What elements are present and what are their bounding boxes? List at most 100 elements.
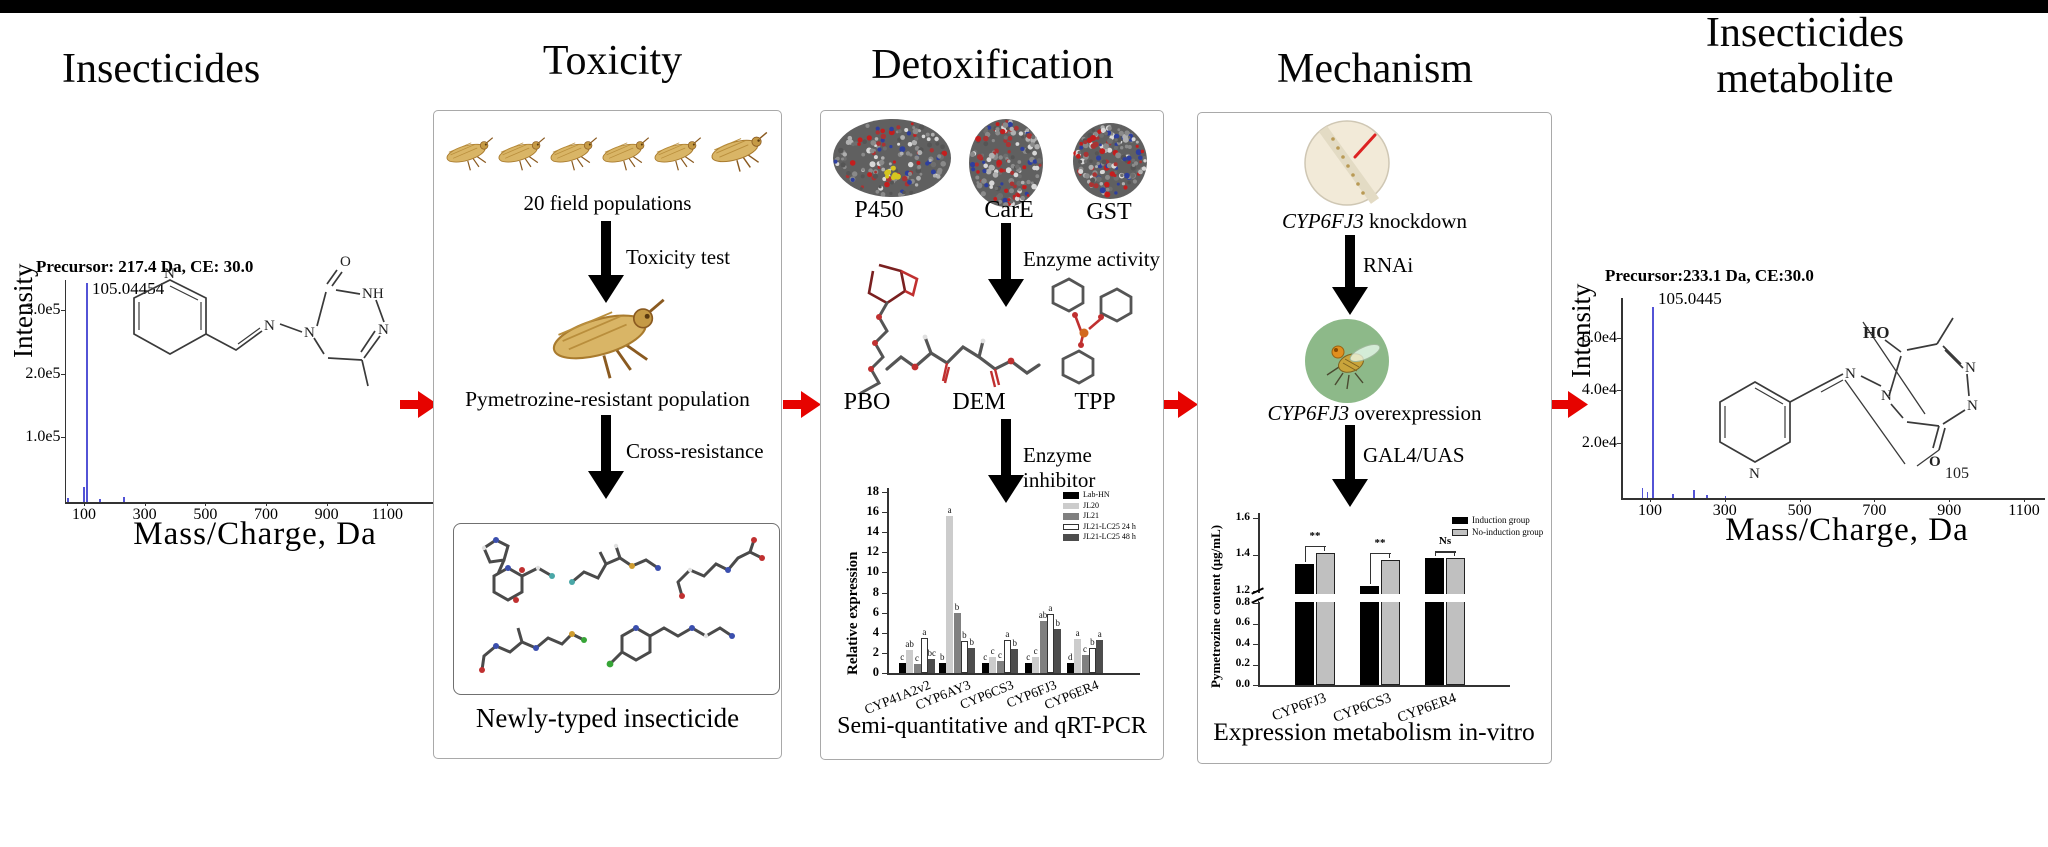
title-line1: Insecticides [1705, 10, 1905, 56]
bar-Lab-HN [938, 662, 946, 673]
y-tick [882, 572, 887, 574]
bar-Induction group [1425, 558, 1444, 685]
bar-JL21 [913, 663, 921, 673]
bar-JL21 [953, 612, 961, 673]
overexpression-caption: CYP6FJ3 overexpression [1198, 401, 1551, 426]
y-tick-label: 10 [866, 564, 880, 579]
significance-letter: c [1033, 645, 1038, 656]
x-tick [205, 502, 207, 506]
y-tick [1617, 390, 1621, 391]
atom-label: O [340, 254, 351, 270]
down-arrow [988, 419, 1024, 503]
planthopper-icon [548, 137, 598, 171]
atom-label: N [378, 322, 389, 338]
significance-letter: b [969, 636, 975, 647]
x-tick-label: 900 [1937, 502, 1962, 519]
x-tick [2024, 498, 2025, 502]
flow-arrow-3 [1160, 391, 1198, 418]
spectrum-peak [1651, 307, 1654, 498]
legend-label: Induction group [1472, 515, 1530, 525]
spectrum-peak [83, 486, 85, 502]
toxicity-test-label: Toxicity test [626, 245, 731, 269]
y-tick-label: 0.2 [1235, 657, 1250, 669]
left-spectrum-x-axis-title: Mass/Charge, Da [133, 516, 377, 552]
legend-swatch [1063, 534, 1079, 541]
p450-label: P450 [854, 197, 904, 223]
significance-letter: b [1055, 617, 1061, 628]
atom-label: N [164, 266, 175, 282]
bracket-leg [1369, 553, 1371, 584]
atom-label: O [1929, 454, 1941, 470]
bar-JL21-LC25 24 h [920, 637, 928, 673]
bar-JL21-LC25 48 h [968, 647, 976, 673]
qrtpcr-caption: Semi-quantitative and qRT-PCR [837, 713, 1147, 739]
x-axis [1621, 498, 2045, 500]
y-tick [882, 512, 887, 514]
y-tick-label: 1.4 [1235, 547, 1250, 560]
y-tick [1253, 685, 1258, 686]
atom-label: N [1967, 398, 1978, 414]
bar-Induction group [1295, 563, 1314, 685]
significance-letter: b [954, 601, 960, 612]
petri-dish-image [1304, 120, 1390, 206]
y-tick-label: 0.0 [1235, 677, 1250, 690]
significance-letter: c [915, 652, 919, 663]
x-tick-label: 300 [132, 506, 157, 523]
significance-letter: c [1083, 643, 1087, 654]
x-tick [144, 502, 146, 506]
molecule-structure [569, 543, 661, 585]
significance-letter: c [1026, 651, 1031, 662]
significance-letter: b [939, 651, 945, 662]
x-tick-label: 1100 [371, 506, 403, 523]
x-tick [1724, 498, 1726, 502]
y-tick-label: 1.0e5 [25, 428, 61, 445]
legend-swatch [1063, 513, 1079, 520]
planthopper-icon [708, 131, 768, 173]
spectrum-peak [1706, 495, 1708, 498]
planthopper-icon [600, 137, 650, 171]
legend-label: JL21 [1083, 511, 1099, 520]
y-tick [1253, 644, 1258, 645]
x-tick [84, 502, 85, 506]
y-tick [882, 632, 887, 634]
significance-letter: bc [927, 647, 937, 658]
gal4-uas-label: GAL4/UAS [1363, 443, 1465, 467]
x-tick [1874, 498, 1876, 502]
bracket-leg [1324, 545, 1326, 551]
y-tick [882, 552, 887, 554]
bar-JL20 [906, 649, 914, 673]
top-border-bar [0, 0, 2048, 13]
legend-label: JL21-LC25 24 h [1083, 521, 1136, 531]
y-tick [60, 310, 65, 311]
bar-JL21-LC25 24 h [960, 640, 968, 673]
gst-protein-model [1073, 123, 1147, 199]
bar-JL20 [1074, 638, 1082, 673]
y-axis-lower [1258, 601, 1260, 685]
gene-name: CYP6FJ3 [1267, 401, 1350, 425]
x-tick [265, 502, 267, 506]
bar-JL21 [996, 660, 1004, 673]
x-tick [387, 502, 389, 506]
down-arrow [1332, 235, 1368, 315]
x-axis [887, 673, 1140, 675]
significance-letter: c [983, 651, 988, 662]
y-tick [1253, 603, 1258, 604]
legend-swatch [1452, 517, 1468, 524]
significance-label: ** [1309, 529, 1321, 542]
knockdown-caption: CYP6FJ3 knockdown [1198, 209, 1551, 234]
bar-Induction group [1360, 585, 1379, 685]
y-tick-label: 1.6 [1235, 510, 1250, 523]
section-title-mechanism: Mechanism [1277, 46, 1473, 92]
molecule-structure [481, 537, 555, 603]
section-title-insecticides: Insecticides [62, 46, 261, 92]
y-tick-label: 6.0e4 [1581, 329, 1617, 346]
enzyme-inhibitor-label: Enzyme inhibitor [1023, 443, 1096, 492]
significance-letter: a [1097, 628, 1102, 639]
bar-No-induction group [1446, 558, 1465, 685]
down-arrow [1332, 425, 1368, 507]
right-spectrum-precursor-label: Precursor:233.1 Da, CE:30.0 [1605, 266, 1814, 285]
caption-suffix: overexpression [1349, 401, 1482, 425]
significance-letter: c [900, 651, 905, 662]
atom-label: N [1881, 388, 1892, 404]
